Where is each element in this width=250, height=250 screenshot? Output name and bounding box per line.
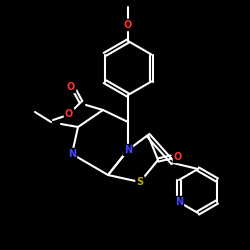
Text: O: O: [67, 82, 75, 92]
Text: N: N: [68, 149, 76, 159]
Text: O: O: [65, 109, 73, 119]
Text: N: N: [175, 197, 183, 207]
Text: O: O: [174, 152, 182, 162]
Text: S: S: [136, 177, 143, 187]
Text: O: O: [124, 20, 132, 30]
Text: N: N: [124, 145, 132, 155]
